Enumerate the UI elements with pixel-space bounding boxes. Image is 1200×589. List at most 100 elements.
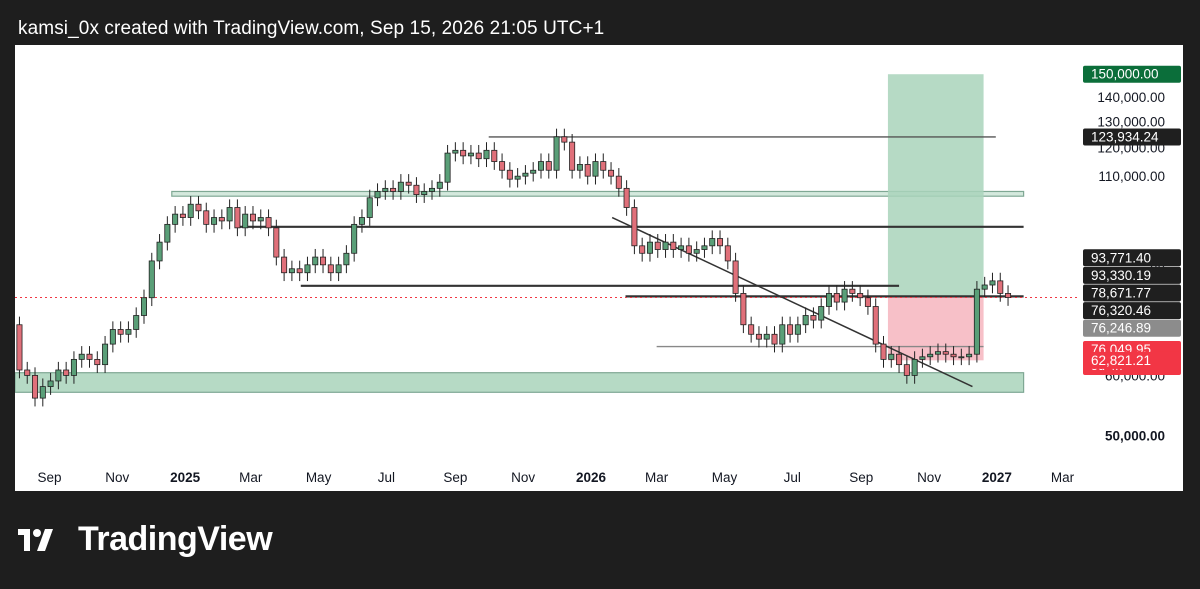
- candle: [763, 326, 770, 348]
- candle-body: [576, 164, 583, 171]
- candle: [872, 298, 879, 353]
- candle: [467, 144, 474, 165]
- candle: [592, 153, 599, 185]
- candle-body: [452, 149, 459, 154]
- candle-body: [911, 358, 918, 376]
- candle: [615, 168, 622, 197]
- candle: [358, 209, 365, 233]
- price-label-text: 93,771.40: [1091, 250, 1151, 265]
- candle-body: [140, 297, 147, 316]
- candle-body: [413, 184, 420, 196]
- candle-body: [646, 241, 653, 254]
- price-label: 93,330.19: [1083, 266, 1181, 284]
- candle-body: [109, 329, 116, 345]
- candle: [483, 142, 490, 168]
- candle-body: [631, 207, 638, 247]
- candle: [211, 209, 218, 233]
- candle-body: [374, 191, 381, 199]
- y-tick-label: 50,000.00: [1105, 428, 1165, 443]
- candle: [662, 234, 669, 258]
- brand-name: TradingView: [78, 520, 273, 558]
- candle-body: [787, 324, 794, 335]
- candle: [24, 361, 31, 384]
- candle: [366, 189, 373, 226]
- x-tick-label: Sep: [443, 470, 467, 485]
- candle: [187, 196, 194, 226]
- candle-body: [888, 353, 895, 360]
- candle-body: [335, 264, 342, 274]
- candle-body: [763, 333, 770, 340]
- candle-body: [942, 351, 949, 355]
- x-tick-label: Sep: [849, 470, 873, 485]
- candle: [748, 316, 755, 343]
- candle: [740, 285, 747, 334]
- candle-body: [880, 343, 887, 360]
- tradingview-brand[interactable]: TradingView: [18, 520, 273, 559]
- candle: [942, 343, 949, 363]
- candle-body: [397, 181, 404, 192]
- candle-body: [569, 141, 576, 171]
- candle-body: [102, 343, 109, 366]
- candle: [755, 326, 762, 348]
- price-label-text: 123,934.24: [1091, 129, 1159, 144]
- candle-body: [234, 207, 241, 229]
- candle-body: [94, 358, 101, 366]
- candle: [140, 289, 147, 324]
- candle-body: [172, 213, 179, 225]
- candle-body: [164, 223, 171, 243]
- x-tick-label: Jul: [784, 470, 801, 485]
- x-axis: Sep Nov 2025 Mar May Jul Sep Nov 2026 Mar May Jul Se…: [37, 470, 1074, 485]
- x-tick-label: 2026: [576, 470, 607, 485]
- candle: [545, 153, 552, 179]
- candle-body: [273, 227, 280, 258]
- candle: [849, 281, 856, 302]
- candle: [390, 180, 397, 200]
- candle-body: [927, 353, 934, 358]
- x-tick-label: Nov: [105, 470, 129, 485]
- candle: [32, 367, 39, 407]
- candle: [709, 230, 716, 255]
- candle: [569, 134, 576, 179]
- candle: [312, 248, 319, 274]
- candle: [553, 128, 560, 179]
- candle-body: [553, 136, 560, 171]
- x-tick-label: 2027: [982, 470, 1012, 485]
- candle-body: [934, 351, 941, 355]
- candle: [351, 216, 358, 262]
- candle-body: [506, 169, 513, 180]
- candle: [460, 142, 467, 165]
- candle: [436, 174, 443, 197]
- x-tick-label: Nov: [511, 470, 535, 485]
- y-tick-label: 110,000.00: [1098, 169, 1165, 184]
- candle-body: [320, 256, 327, 266]
- candle-body: [810, 315, 817, 321]
- price-label-bg: [1083, 351, 1181, 369]
- candle-body: [514, 175, 521, 180]
- candle-body: [281, 256, 288, 274]
- chart-caption: kamsi_0x created with TradingView.com, S…: [18, 18, 605, 39]
- candle: [888, 346, 895, 368]
- candle-body: [63, 369, 70, 376]
- candle: [537, 153, 544, 179]
- candle: [86, 346, 93, 368]
- candle: [195, 196, 202, 220]
- candles-layer: [16, 128, 1012, 407]
- candle-body: [257, 217, 264, 222]
- candle: [148, 252, 155, 307]
- candle: [779, 316, 786, 353]
- candle-body: [1005, 293, 1012, 298]
- candle-body: [499, 161, 506, 171]
- chart-panel[interactable]: 50,000.0060,000.0070,000.00110,000.00120…: [14, 45, 1183, 491]
- price-chart[interactable]: 50,000.0060,000.0070,000.00110,000.00120…: [14, 45, 1183, 491]
- candle-body: [343, 252, 350, 266]
- candle-body: [148, 260, 155, 299]
- candle: [841, 281, 848, 311]
- candle: [810, 307, 817, 329]
- candle-body: [608, 169, 615, 177]
- candle: [444, 144, 451, 191]
- price-label-text: 150,000.00: [1091, 67, 1159, 82]
- candle-body: [351, 223, 358, 254]
- x-tick-label: Nov: [917, 470, 941, 485]
- candle: [911, 351, 918, 384]
- price-label-bg: [1083, 284, 1181, 302]
